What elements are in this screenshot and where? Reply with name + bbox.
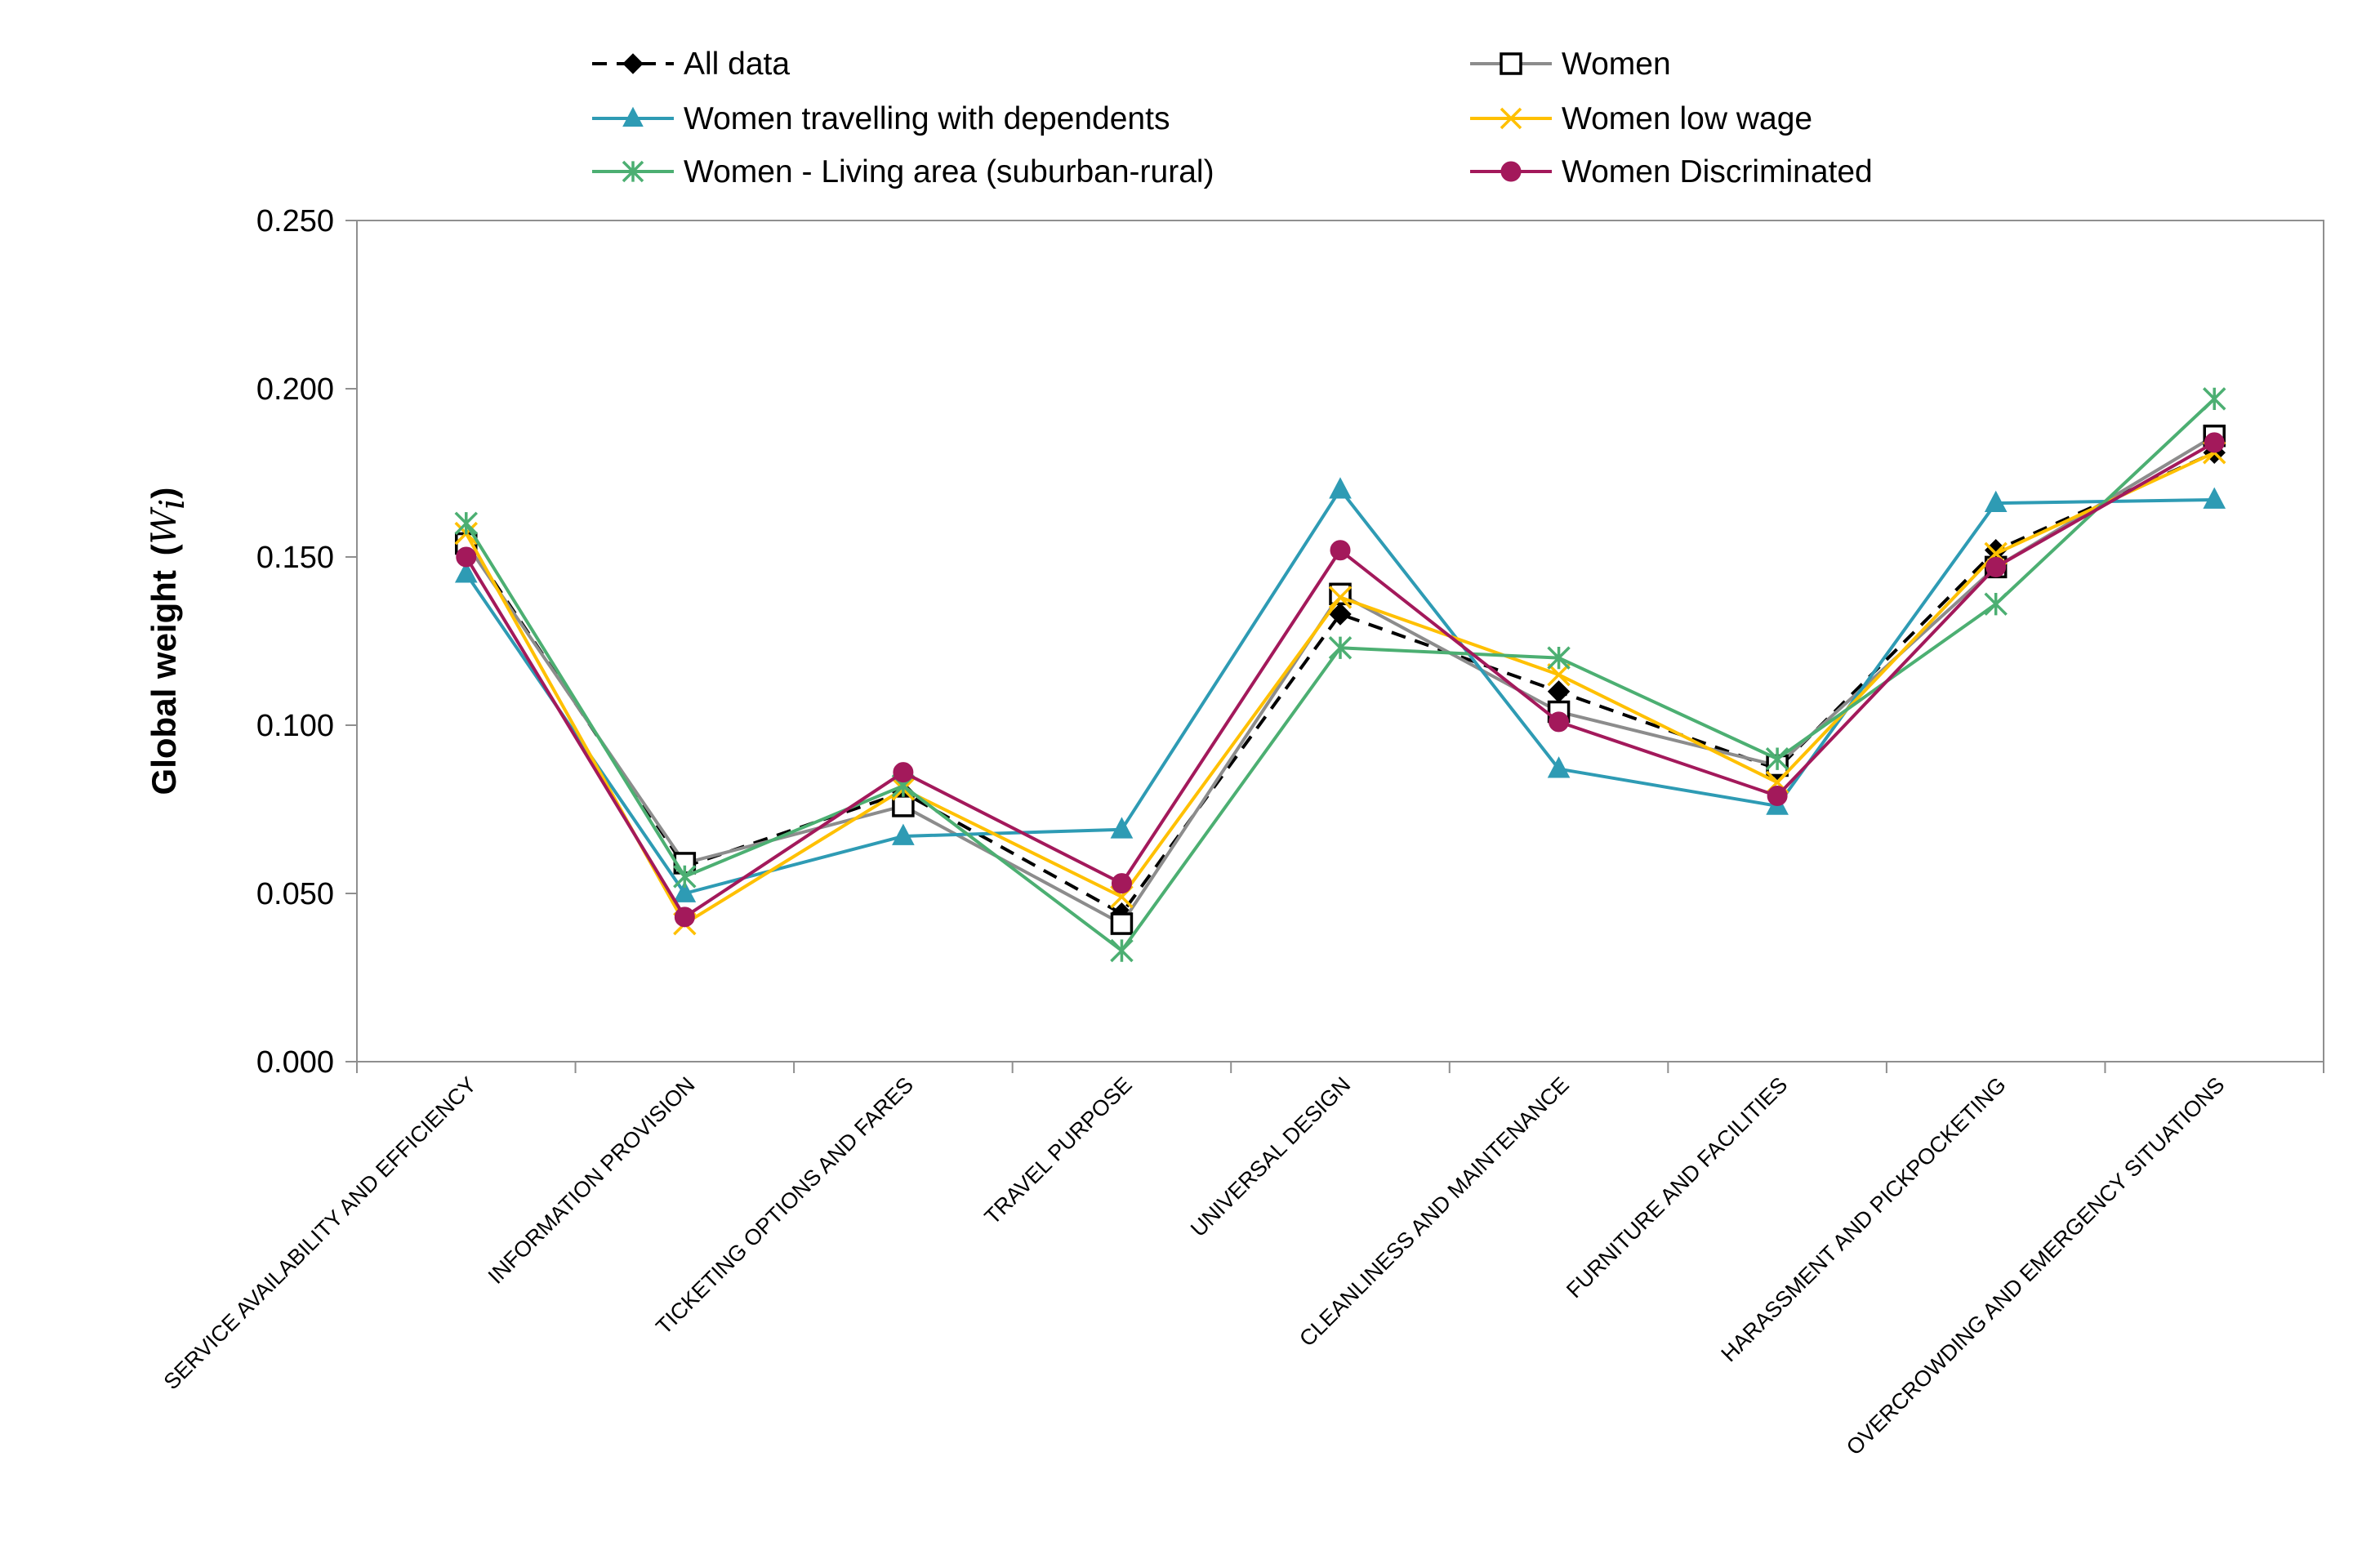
data-point <box>1328 636 1353 660</box>
data-point <box>1985 556 2007 577</box>
data-point <box>673 865 697 889</box>
series-line <box>465 434 2216 926</box>
series-3 <box>454 477 2226 902</box>
legend-marker <box>1500 161 1522 182</box>
x-category-label: TRAVEL PURPOSE <box>980 1072 1137 1229</box>
legend-marker <box>1500 52 1522 75</box>
series-5 <box>454 387 2226 963</box>
legend-entry: Women - Living area (suburban-rural) <box>592 154 1214 189</box>
legend-label: Women Discriminated <box>1562 154 1873 189</box>
legend-entry: Women low wage <box>1470 101 1812 136</box>
labels: 0.000 0.050 0.100 0.150 0.200 0.250 SERVICE AV… <box>144 204 2229 1460</box>
series-6 <box>456 432 2225 928</box>
data-point <box>2203 487 2226 509</box>
x-category-label: UNIVERSAL DESIGN <box>1186 1072 1355 1241</box>
legend-marker <box>622 106 644 127</box>
legend-label: All data <box>684 47 790 82</box>
legend-entry: All data <box>592 47 790 82</box>
data-point <box>1765 746 1789 771</box>
data-point <box>1984 490 2008 512</box>
legend-label: Women travelling with dependents <box>684 101 1170 136</box>
legend-entry: Women travelling with dependents <box>592 101 1170 136</box>
x-category-label: INFORMATION PROVISION <box>484 1072 700 1289</box>
data-point <box>1329 603 1352 626</box>
data-point <box>454 561 478 583</box>
series-line <box>465 451 2216 915</box>
y-axis-symbol: W <box>144 506 184 544</box>
data-point <box>673 880 697 902</box>
legend-marker <box>622 160 644 183</box>
data-point <box>456 546 477 568</box>
data-point <box>1110 912 1134 935</box>
legend-marker <box>622 53 644 74</box>
data-point <box>1547 662 1571 687</box>
y-tick-label: 0.100 <box>256 709 334 743</box>
legend-label: Women - Living area (suburban-rural) <box>684 154 1214 189</box>
legend-label: Women <box>1562 47 1671 82</box>
legend-label: Women low wage <box>1562 101 1812 136</box>
data-point <box>1767 786 1788 807</box>
data-point <box>1549 711 1570 733</box>
y-axis-subscript: i <box>152 499 192 510</box>
legend: All data Women Women travelling with depen… <box>592 47 1873 189</box>
x-category-label: OVERCROWDING AND EMERGENCY SITUATIONS <box>1842 1072 2230 1460</box>
y-tick-label: 0.050 <box>256 877 334 911</box>
y-tick-label: 0.200 <box>256 372 334 407</box>
data-point <box>1547 646 1571 670</box>
data-point <box>1329 477 1352 499</box>
data-point <box>1984 592 2008 616</box>
series-group <box>454 387 2226 963</box>
x-category-label: SERVICE AVAILABILITY AND EFFICIENCY <box>159 1072 481 1394</box>
y-tick-label: 0.250 <box>256 204 334 238</box>
data-point <box>454 511 479 536</box>
series-1 <box>455 441 2226 925</box>
x-category-label: FURNITURE AND FACILITIES <box>1562 1072 1792 1303</box>
data-point <box>1111 873 1132 894</box>
data-point <box>893 762 914 783</box>
data-point <box>1328 586 1353 609</box>
legend-entry: Women <box>1470 47 1671 82</box>
axes <box>345 220 2324 1073</box>
y-axis-title: Global weight (Wi) <box>144 488 192 795</box>
data-point <box>892 823 915 845</box>
data-point <box>674 906 695 928</box>
plot-area-frame <box>356 220 2324 1062</box>
y-tick-label: 0.000 <box>256 1045 334 1080</box>
y-axis-title-text: Global weight <box>145 570 183 795</box>
data-point <box>2204 432 2225 453</box>
legend-entry: Women Discriminated <box>1470 154 1873 189</box>
y-tick-label: 0.150 <box>256 541 334 575</box>
data-point <box>2202 387 2226 411</box>
data-point <box>1110 817 1134 839</box>
series-2 <box>455 424 2226 935</box>
data-point <box>1330 540 1351 561</box>
x-category-label: CLEANLINESS AND MAINTENANCE <box>1295 1072 1574 1352</box>
x-category-label: TICKETING OPTIONS AND FARES <box>651 1072 918 1339</box>
series-line <box>465 441 2216 919</box>
legend-marker <box>1500 107 1522 130</box>
data-point <box>1110 938 1134 963</box>
data-point <box>1547 756 1571 778</box>
data-point <box>892 795 915 817</box>
